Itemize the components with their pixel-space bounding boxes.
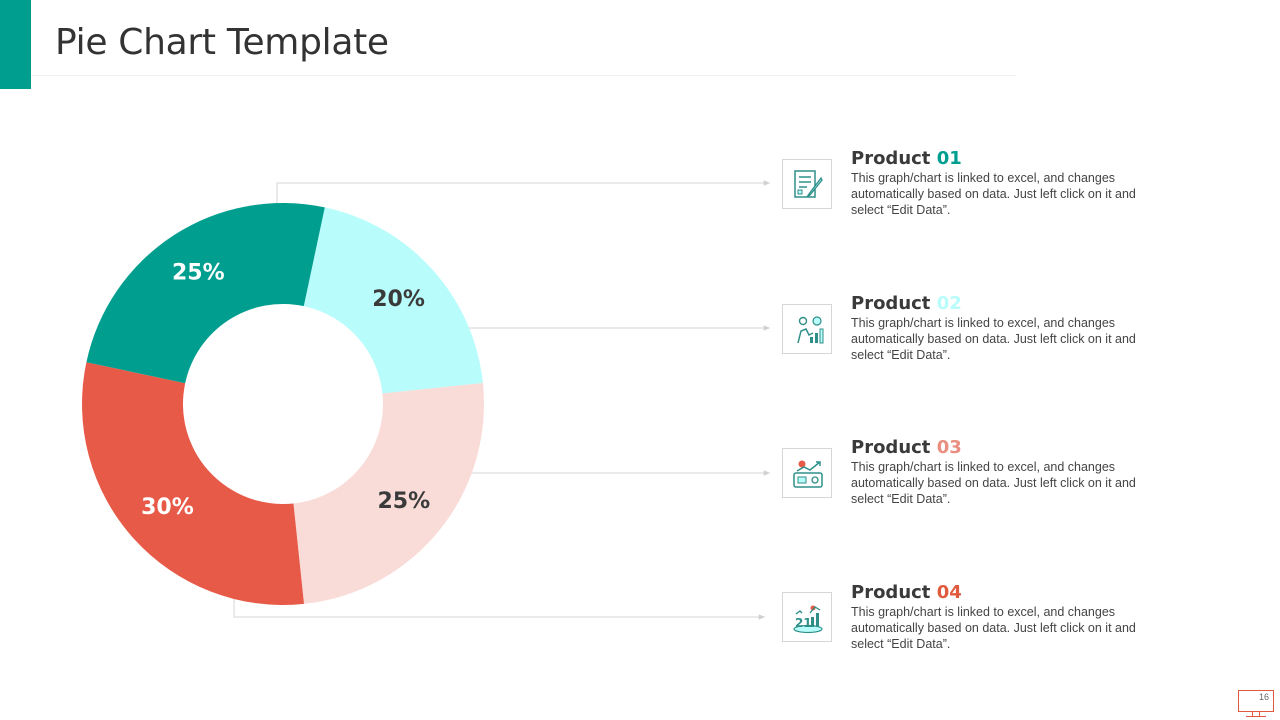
product-04-description: This graph/chart is linked to excel, and… bbox=[851, 605, 1136, 651]
business-growth-icon bbox=[797, 316, 824, 344]
page-title: Pie Chart Template bbox=[55, 22, 389, 63]
donut-slice-2 bbox=[293, 382, 484, 604]
donut-slices bbox=[81, 203, 484, 606]
connector-line-1 bbox=[276, 180, 770, 205]
product-02-description: This graph/chart is linked to excel, and… bbox=[851, 316, 1136, 362]
accent-bar bbox=[0, 0, 31, 89]
product-02-icon-box bbox=[782, 304, 832, 354]
growth-dashboard-icon bbox=[793, 460, 823, 488]
document-pen-icon bbox=[794, 170, 823, 198]
donut-label-2: 25% bbox=[378, 489, 431, 514]
product-01: Product 01 This graph/chart is linked to… bbox=[851, 148, 1171, 218]
product-04-title-word: Product bbox=[851, 582, 931, 603]
product-03-title-word: Product bbox=[851, 437, 931, 458]
donut-slice-3 bbox=[81, 362, 305, 606]
connector-line-4 bbox=[233, 598, 765, 620]
product-01-icon-box bbox=[782, 159, 832, 209]
donut-slice-1 bbox=[303, 207, 483, 394]
page-number: 16 bbox=[1258, 692, 1269, 702]
donut-slice-4 bbox=[86, 203, 325, 384]
title-frame bbox=[15, 0, 1016, 76]
product-04: Product 04 This graph/chart is linked to… bbox=[851, 582, 1171, 652]
donut-label-4: 25% bbox=[172, 261, 225, 286]
product-01-description: This graph/chart is linked to excel, and… bbox=[851, 171, 1136, 217]
product-03: Product 03 This graph/chart is linked to… bbox=[851, 437, 1171, 507]
page-number-badge: 16 bbox=[1238, 690, 1274, 712]
product-01-number: 01 bbox=[936, 148, 962, 169]
connector-lines bbox=[233, 180, 770, 620]
product-04-icon-box: 21 bbox=[782, 592, 832, 642]
product-02-title-word: Product bbox=[851, 293, 931, 314]
donut-label-3: 30% bbox=[141, 495, 194, 520]
svg-text:21: 21 bbox=[795, 616, 812, 630]
monitor-stand-icon bbox=[1252, 712, 1260, 717]
product-01-title-word: Product bbox=[851, 148, 931, 169]
product-03-icon-box bbox=[782, 448, 832, 498]
stats-podium-icon: 21 bbox=[793, 605, 823, 634]
product-02-number: 02 bbox=[936, 293, 962, 314]
product-03-description: This graph/chart is linked to excel, and… bbox=[851, 460, 1136, 506]
product-03-number: 03 bbox=[936, 437, 962, 458]
product-04-number: 04 bbox=[936, 582, 962, 603]
product-02: Product 02 This graph/chart is linked to… bbox=[851, 293, 1171, 363]
donut-labels: 20% 25% 30% 25% bbox=[141, 261, 430, 520]
donut-label-1: 20% bbox=[372, 287, 425, 312]
monitor-base-icon bbox=[1246, 716, 1266, 717]
